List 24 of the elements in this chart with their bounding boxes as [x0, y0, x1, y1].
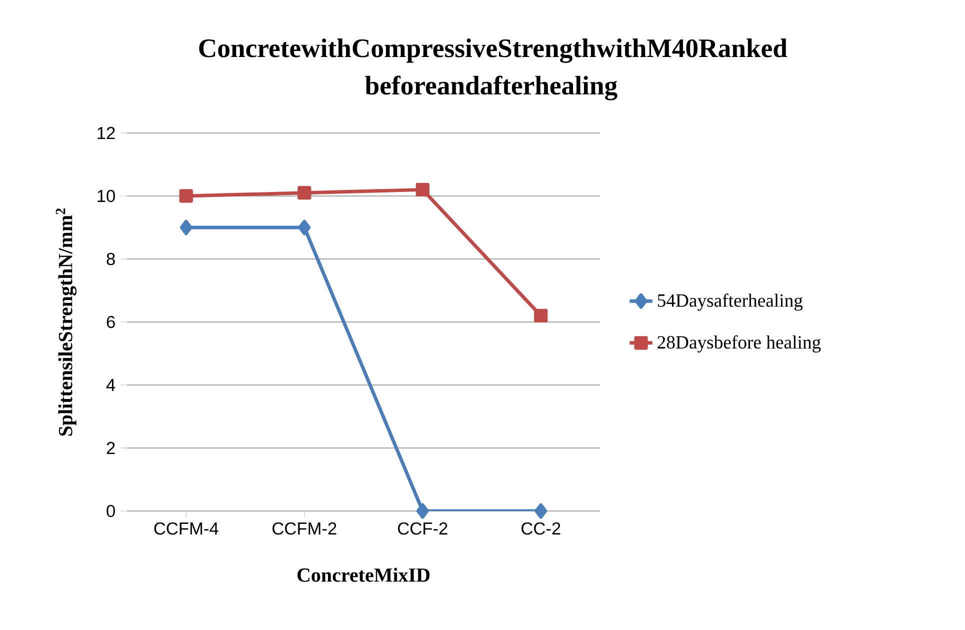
legend-label: 54Daysafterhealing — [658, 294, 803, 311]
y-tick-label: 2 — [106, 442, 115, 454]
point — [416, 503, 429, 519]
x-axis-title: ConcreteMixID — [297, 568, 430, 582]
point — [416, 182, 430, 196]
y-tick-label: 0 — [106, 504, 115, 518]
point — [534, 503, 548, 519]
x-tick-label: CCF-2 — [398, 522, 448, 535]
x-tick-label: CC-2 — [522, 522, 560, 535]
y-axis-title: SplittensileStrengthN/mm$^{2}$ — [56, 208, 77, 436]
y-tick-label: 4 — [106, 379, 116, 391]
point — [298, 220, 311, 236]
x-tick-label: CCFM-4 — [154, 522, 218, 535]
point — [179, 189, 193, 203]
legend-label: 28Daysbefore healing — [658, 335, 821, 352]
y-tick-label: 6 — [106, 316, 115, 328]
y-tick-label: 10 — [98, 190, 115, 202]
y-tick-label: 12 — [98, 126, 115, 140]
point — [298, 186, 312, 200]
point — [180, 220, 192, 236]
point — [534, 308, 548, 322]
y-tick-label: 8 — [106, 252, 115, 266]
x-tick-label: CCFM-2 — [272, 522, 336, 535]
chart-title: ConcretewithCompressiveStrengthwithM40Ranked beforeandafterhealing — [199, 38, 788, 100]
